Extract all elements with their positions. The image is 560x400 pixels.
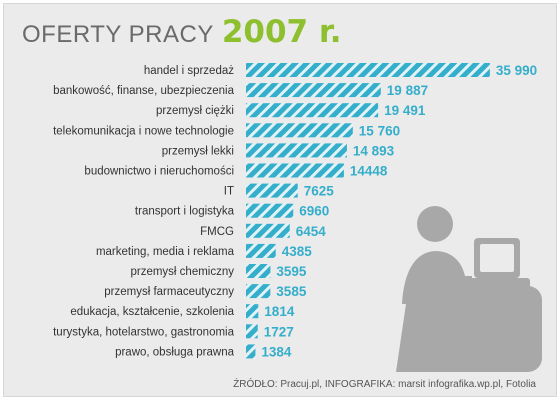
bar bbox=[246, 324, 258, 339]
category-label: edukacja, kształcenie, szkolenia bbox=[70, 306, 234, 318]
category-label: budownictwo i nieruchomości bbox=[84, 166, 234, 178]
bar bbox=[246, 264, 271, 278]
category-label: przemysł farmaceutyczny bbox=[104, 286, 234, 298]
value-label: 1727 bbox=[264, 324, 294, 339]
category-label: prawo, obsługa prawna bbox=[115, 346, 235, 358]
bar bbox=[246, 223, 290, 238]
chart-title: OFERTY PRACY 2007 r. bbox=[22, 14, 342, 54]
category-label: telekomunikacja i nowe technologie bbox=[53, 125, 234, 137]
category-label: transport i logistyka bbox=[135, 206, 235, 218]
value-label: 1814 bbox=[264, 304, 295, 319]
value-label: 4385 bbox=[282, 244, 313, 259]
source-note: ŹRÓDŁO: Pracuj.pl, INFOGRAFIKA: marsit i… bbox=[233, 379, 536, 390]
category-label: przemysł chemiczny bbox=[130, 266, 234, 278]
value-label: 14 893 bbox=[353, 143, 395, 158]
category-label: turystyka, hotelarstwo, gastronomia bbox=[53, 326, 234, 338]
category-label: FMCG bbox=[200, 226, 234, 238]
title-main: OFERTY PRACY bbox=[22, 21, 214, 48]
bar bbox=[246, 344, 256, 359]
category-label: IT bbox=[224, 186, 234, 198]
value-label: 6960 bbox=[299, 204, 329, 219]
category-label: przemysł lekki bbox=[162, 145, 234, 157]
value-label: 19 491 bbox=[384, 103, 426, 118]
category-label: handel i sprzedaż bbox=[144, 65, 234, 77]
bar bbox=[246, 284, 271, 299]
bar bbox=[246, 143, 347, 158]
value-label: 1384 bbox=[261, 344, 292, 359]
bar bbox=[246, 203, 294, 218]
title-year: 2007 r. bbox=[221, 14, 342, 50]
category-label: przemysł ciężki bbox=[156, 105, 234, 117]
value-label: 14448 bbox=[350, 164, 388, 179]
bar bbox=[246, 243, 276, 258]
category-label: bankowość, finanse, ubezpieczenia bbox=[53, 85, 235, 97]
value-label: 3585 bbox=[276, 284, 307, 299]
value-label: 6454 bbox=[296, 224, 327, 239]
value-label: 3595 bbox=[276, 264, 307, 279]
bar bbox=[246, 83, 381, 98]
value-label: 7625 bbox=[304, 184, 335, 199]
bar bbox=[246, 63, 490, 77]
bar bbox=[246, 304, 259, 319]
value-label: 35 990 bbox=[496, 63, 537, 78]
bar bbox=[246, 163, 344, 178]
value-label: 19 887 bbox=[387, 83, 428, 98]
bars-group: handel i sprzedaż 35 990 bankowość, finans… bbox=[53, 63, 537, 359]
bar bbox=[246, 183, 298, 198]
value-label: 15 760 bbox=[359, 123, 400, 138]
bar bbox=[246, 103, 379, 118]
category-label: marketing, media i reklama bbox=[96, 246, 235, 258]
bar bbox=[246, 123, 353, 138]
woman-at-desk-icon bbox=[396, 206, 542, 372]
